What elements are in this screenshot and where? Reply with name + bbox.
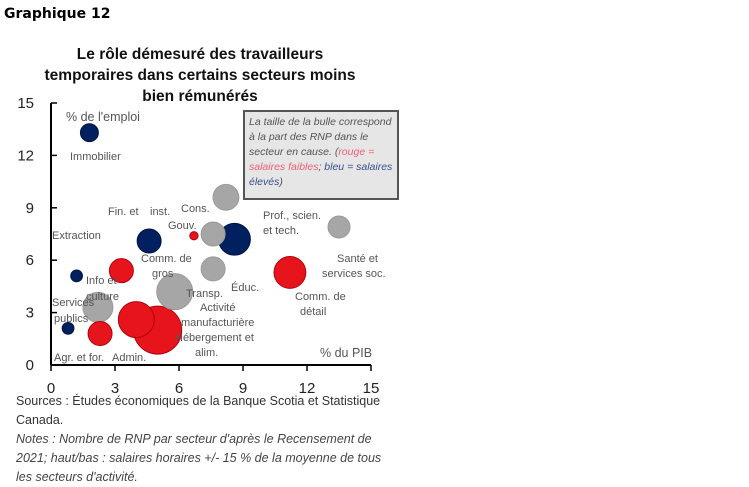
bubble-label: Admin. (112, 352, 146, 364)
bubble-label: Immobilier (70, 151, 121, 163)
bubble-label: Santé et (337, 253, 378, 265)
bubble-label: Transp. (186, 288, 223, 300)
y-axis-label: % de l'emploi (66, 110, 140, 124)
x-tick-label: 12 (299, 380, 316, 397)
bubble-label: Prof., scien. (263, 210, 321, 222)
bubble (156, 273, 194, 311)
bubble-label: Extraction (52, 230, 101, 242)
bubble (108, 258, 134, 284)
footnotes: Sources : Études économiques de la Banqu… (16, 392, 396, 487)
y-tick-label: 6 (26, 252, 34, 269)
bubble (61, 321, 75, 335)
bubble-label: et tech. (263, 225, 299, 237)
x-tick-label: 6 (175, 380, 183, 397)
bubble-label: Comm. de (295, 291, 346, 303)
bubble-label: manufacturière (181, 317, 254, 329)
bubble (136, 228, 162, 254)
legend-paren-close: ) (279, 176, 283, 188)
bubble-label: culture (86, 291, 119, 303)
legend-text: La taille de la bulle correspond à la pa… (249, 116, 392, 158)
bubble-label: inst. (150, 206, 170, 218)
bubble-label: Agr. et for. (54, 352, 104, 364)
bubble (87, 321, 113, 347)
bubble (273, 256, 307, 289)
legend-paren: ( (334, 146, 339, 158)
legend-red: rouge = salaires faibles (249, 146, 375, 173)
bubble-label: services soc. (322, 268, 386, 280)
bubble-label: gros (152, 268, 174, 280)
x-tick-label: 0 (47, 380, 55, 397)
bubble (200, 256, 226, 282)
bubble-label: Fin. et (108, 206, 139, 218)
y-tick-label: 12 (17, 147, 34, 164)
bubble (200, 221, 226, 247)
bubble-label: Activité (200, 302, 235, 314)
bubble-label: détail (300, 306, 326, 318)
x-axis-label: % du PIB (320, 346, 372, 360)
y-tick-label: 15 (17, 95, 34, 112)
y-tick-label: 3 (26, 305, 34, 322)
bubble-label: Services (52, 297, 95, 309)
x-tick-label: 9 (239, 380, 247, 397)
bubble (327, 215, 351, 239)
bubble-label: publics (54, 313, 89, 325)
bubble (117, 301, 155, 339)
y-tick-label: 0 (26, 357, 34, 374)
legend-blue: bleu = salaires élevés (249, 161, 393, 188)
chart-title: Le rôle démesuré des travailleurs tempor… (44, 46, 356, 105)
notes: Notes : Nombre de RNP par secteur d'aprè… (16, 432, 382, 484)
x-tick-label: 3 (111, 380, 119, 397)
x-tick-label: 15 (363, 380, 380, 397)
bubble-label: Info et (86, 275, 117, 287)
bubble-label: Cons. (181, 203, 210, 215)
sources: Sources : Études économiques de la Banqu… (16, 394, 381, 427)
bubble (189, 231, 199, 241)
bubble (70, 269, 83, 283)
bubble-label: Gouv. (168, 220, 197, 232)
y-tick-label: 9 (26, 200, 34, 217)
figure-number: Graphique 12 (4, 6, 111, 22)
bubble-label: Comm. de (141, 253, 192, 265)
bubble (79, 123, 99, 143)
bubble-label: alim. (195, 347, 218, 359)
bubble-label: Hébergement et (175, 332, 254, 344)
legend-box: La taille de la bulle correspond à la pa… (243, 110, 399, 200)
legend-sep: ; (318, 161, 325, 173)
bubble-label: Éduc. (231, 281, 259, 294)
bubble (212, 183, 240, 211)
